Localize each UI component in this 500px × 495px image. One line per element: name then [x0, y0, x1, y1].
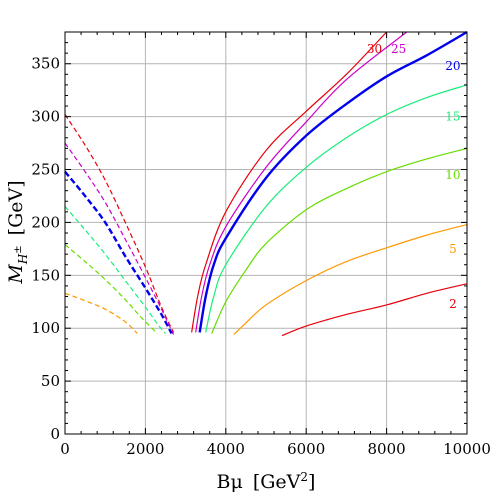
series-curve-30-dashed [64, 114, 175, 333]
y-tick-label: 300 [31, 108, 60, 126]
plot-frame [64, 31, 468, 435]
y-tick-label: 250 [31, 161, 60, 179]
x-tick-label: 10000 [443, 440, 491, 458]
y-axis-title: MH±[GeV] [5, 180, 30, 284]
axis-ticks: 0 2000 4000 6000 8000 10000 0 50 100 150 200 250 300… [31, 31, 491, 458]
curve-label-2: 2 [449, 297, 457, 311]
series-curve-20-dashed [64, 170, 173, 335]
y-tick-label: 0 [50, 425, 60, 443]
y-tick-label: 100 [31, 319, 60, 337]
series-curve-20 [198, 30, 468, 333]
series-curve-25-dashed [64, 142, 175, 335]
curve-label-20: 20 [445, 59, 460, 73]
y-tick-label: 50 [41, 372, 60, 390]
x-tick-label: 8000 [368, 440, 406, 458]
x-tick-label: 2000 [126, 440, 164, 458]
curve-label-10: 10 [445, 168, 460, 182]
curve-label-15: 15 [445, 110, 460, 124]
series-curve-10 [211, 147, 468, 334]
curve-label-30: 30 [367, 42, 382, 56]
x-tick-label: 0 [60, 440, 70, 458]
series-curve-15 [205, 84, 468, 333]
series-curve-25 [195, 31, 408, 333]
x-axis-title: Bμ [GeV2] [217, 470, 316, 493]
curve-labels: 30 25 20 15 10 5 2 [367, 42, 461, 311]
curve-label-5: 5 [449, 242, 457, 256]
series-curve-10-dashed [64, 244, 158, 334]
series-curve-5 [233, 223, 468, 335]
series-curve-15-dashed [64, 206, 166, 334]
y-tick-label: 350 [31, 55, 60, 73]
curve-label-25: 25 [391, 42, 406, 56]
grid-lines [65, 32, 467, 434]
series-curves [64, 30, 468, 337]
y-tick-label: 200 [31, 213, 60, 231]
series-curve-5-dashed [64, 292, 138, 334]
series-curve-30 [191, 31, 388, 333]
x-tick-label: 4000 [207, 440, 245, 458]
y-tick-label: 150 [31, 266, 60, 284]
x-tick-label: 6000 [287, 440, 325, 458]
series-curve-2 [281, 283, 468, 337]
